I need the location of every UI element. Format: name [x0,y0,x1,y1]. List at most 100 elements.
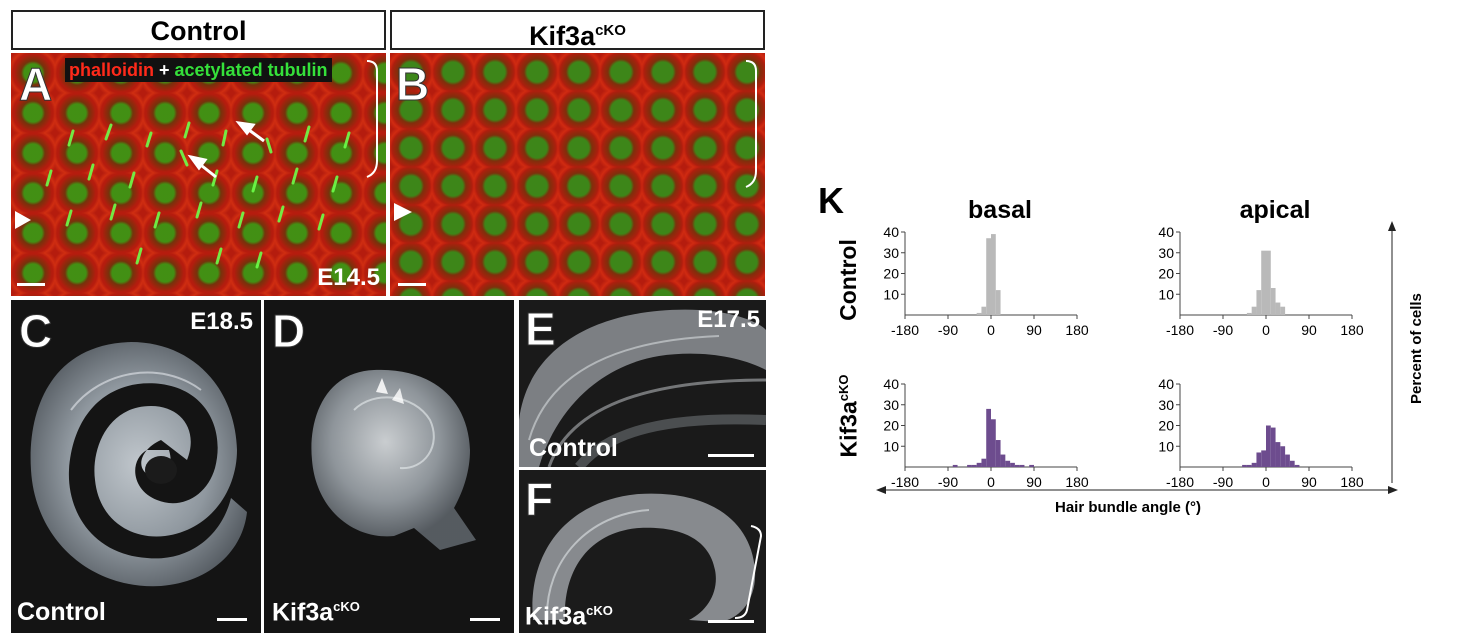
y-tick-label: 20 [1158,418,1174,434]
histogram-bar [1289,460,1295,467]
histogram-bar [1266,250,1271,315]
histogram-bar [995,290,1001,315]
panel-f-scalebar [708,620,754,623]
x-tick-label: -180 [1166,322,1194,338]
x-tick-label: -90 [1213,322,1233,338]
panel-b-letter: B [395,58,430,110]
panel-k-letter: K [818,180,844,221]
x-tick-label: 180 [1340,474,1364,490]
x-tick-label: 180 [1340,322,1364,338]
y-tick-label: 20 [1158,266,1174,282]
x-tick-label: -180 [1166,474,1194,490]
cochlea-d [311,369,476,550]
histogram-bar [1270,427,1276,467]
x-tick-label: 0 [1262,474,1270,490]
y-arrow-up [1388,221,1396,231]
panel-e-caption: Control [529,434,618,462]
panel-a-stage: E14.5 [317,264,380,291]
cochlea-e [519,309,766,467]
histogram-bar [1261,250,1266,315]
panel-e-letter: E [525,303,557,355]
cochlea-f [532,493,763,622]
panel-d-caption: Kif3acKO [272,600,360,625]
histogram-bar [1256,452,1262,467]
histogram-bar [1010,462,1015,467]
arrowhead-b [394,203,412,221]
arrowhead-a [15,211,31,229]
histogram-bar [971,464,977,467]
panel-a-letter: A [18,58,53,110]
histogram-bar [981,458,987,467]
histogram-bar [1256,290,1262,315]
panel-b-micrograph: B [390,53,765,296]
histogram-bar [995,440,1001,467]
stain-phalloidin: phalloidin [69,60,154,80]
x-tick-label: 0 [987,474,995,490]
histogram-bar [1280,306,1286,315]
y-tick-label: 30 [1158,397,1174,413]
panel-f-letter: F [524,473,554,525]
panel-a-micrograph: A phalloidin + acetylated tubulin E14.5 [11,53,386,296]
header-control: Control [11,10,386,50]
x-tick-label: 90 [1026,322,1042,338]
column-title-basal: basal [968,196,1032,224]
histogram-bar [986,238,991,315]
y-tick-label: 10 [883,438,899,454]
panel-c-caption: Control [17,598,106,626]
histogram-bar [991,419,996,467]
stain-acetylated-tubulin: acetylated tubulin [174,60,328,80]
x-tick-label: 0 [987,322,995,338]
histogram-bar [1000,454,1006,467]
header-kif3a: Kif3acKO [390,10,765,51]
histogram-bar [976,462,982,467]
histogram-bar [1294,464,1300,467]
panel-a-scalebar [17,283,45,286]
histogram-bar [1246,464,1252,467]
x-tick-label: 180 [1065,322,1089,338]
panel-c-micrograph: C E18.5 Control [11,300,261,633]
x-tick-label: -180 [891,474,919,490]
histogram-bar [1029,464,1034,467]
histogram-bar [967,464,972,467]
histogram-bar [976,312,982,315]
histogram-chart: 10 20 30 40 -180 -90 0 90 180 10 20 30 40 -180 -90 0 90 1… [876,221,1398,494]
histogram-bar [981,306,987,315]
cochlea-c [30,342,248,587]
panel-b-scalebar [398,283,426,286]
x-tick-label: 90 [1301,322,1317,338]
histogram-bar [1275,302,1281,315]
histogram-bar [1261,450,1266,467]
histogram-bar [1251,462,1257,467]
histogram-bar [952,464,958,467]
x-arrow-left [876,486,886,494]
y-tick-label: 20 [883,418,899,434]
y-tick-label: 40 [883,376,899,392]
stain-plus: + [154,60,175,80]
histogram-bar [991,234,996,315]
x-tick-label: 90 [1026,474,1042,490]
x-tick-label: -90 [1213,474,1233,490]
row-label-kif3a-sup: cKO [836,374,851,402]
y-tick-label: 10 [883,286,899,302]
panel-d-caption-sup: cKO [333,598,360,614]
header-kif3a-label: Kif3a [529,21,596,51]
y-tick-label: 30 [1158,245,1174,261]
panel-b-overlay [394,60,757,221]
y-tick-label: 40 [883,224,899,240]
histogram-bar [1014,464,1020,467]
x-tick-label: 90 [1301,474,1317,490]
panel-c-letter: C [18,305,53,357]
histogram-bar [1019,464,1025,467]
histogram-bar [1285,454,1290,467]
header-kif3a-superscript: cKO [595,22,626,39]
x-tick-label: 0 [1262,322,1270,338]
x-arrow-right [1388,486,1398,494]
y-axis-title: Percent of cells [1408,293,1425,404]
y-tick-label: 30 [883,397,899,413]
histogram-bar [1270,288,1276,315]
histogram-bar [1246,312,1252,315]
row-label-control-text: Control [835,239,861,321]
header-control-label: Control [150,16,247,46]
histogram-bar [1280,446,1286,467]
y-tick-label: 10 [1158,286,1174,302]
